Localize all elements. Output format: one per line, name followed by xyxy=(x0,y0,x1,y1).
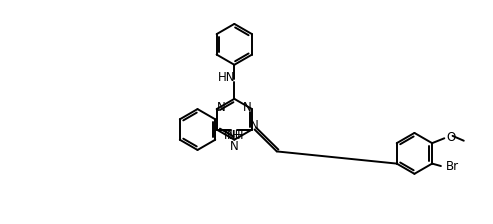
Text: NH: NH xyxy=(227,129,245,142)
Text: NH: NH xyxy=(224,129,241,142)
Text: N: N xyxy=(230,140,239,153)
Text: N: N xyxy=(243,101,251,114)
Text: Br: Br xyxy=(446,160,459,173)
Text: N: N xyxy=(250,119,259,132)
Text: HN: HN xyxy=(218,71,236,84)
Text: O: O xyxy=(447,131,456,144)
Text: N: N xyxy=(217,101,226,114)
